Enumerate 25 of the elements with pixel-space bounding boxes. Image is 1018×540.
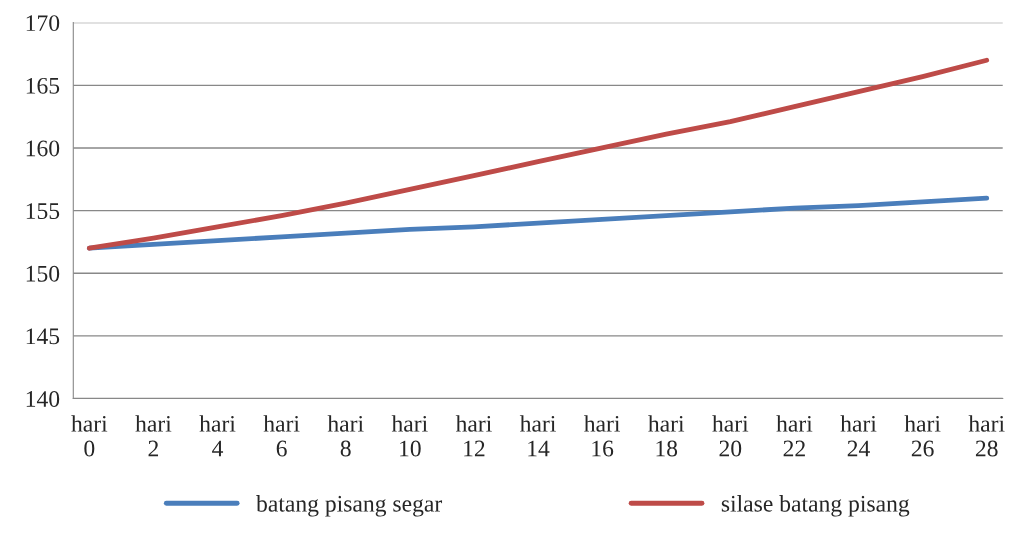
line-series [86, 57, 990, 251]
y-tick-label: 155 [26, 203, 60, 220]
y-tick-label: 165 [26, 77, 60, 94]
x-tick-label: hari 2 [135, 415, 172, 457]
legend-label: batang pisang segar [256, 495, 443, 517]
y-tick-label: 145 [26, 328, 60, 345]
x-tick-label: hari 8 [327, 415, 364, 457]
x-tick-label: hari 12 [455, 415, 492, 457]
x-tick-label: hari 28 [968, 415, 1005, 457]
x-tick-label: hari 22 [776, 415, 813, 457]
x-tick-label: hari 24 [840, 415, 877, 457]
y-tick-label: 140 [26, 391, 60, 407]
x-tick-label: hari 0 [71, 415, 108, 457]
y-tick-label: 160 [26, 140, 60, 157]
x-tick-label: hari 10 [391, 415, 428, 457]
x-tick-label: hari 16 [583, 415, 621, 457]
x-tick-label: hari 18 [648, 415, 685, 457]
legend-label: silase batang pisang [721, 495, 910, 517]
x-tick-label: hari 20 [712, 415, 749, 457]
y-tick-label: 150 [26, 265, 60, 282]
x-tick-label: hari 4 [199, 415, 236, 457]
x-tick-label: hari 14 [519, 415, 556, 457]
x-tick-label: hari 6 [263, 415, 300, 457]
x-tick-label: hari 26 [904, 415, 941, 457]
y-tick-label: 170 [26, 15, 60, 32]
